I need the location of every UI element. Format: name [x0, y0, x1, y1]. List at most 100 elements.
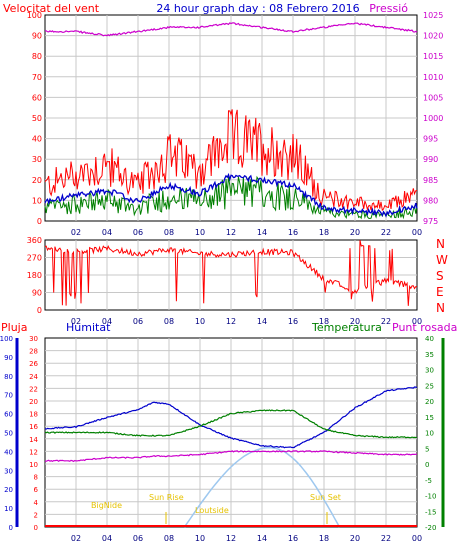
pressure-tick-label: 1005	[423, 93, 443, 102]
x-tick-label: 06	[133, 317, 143, 326]
rain-tick-label: 22	[29, 385, 38, 393]
x-tick-label: 16	[288, 317, 298, 326]
temperature-line	[44, 409, 418, 439]
x-tick-label: 00	[412, 317, 422, 326]
x-tick-label: 10	[195, 534, 205, 543]
rain-tick-label: 28	[29, 348, 38, 356]
x-tick-label: 16	[288, 228, 298, 237]
x-tick-label: 14	[257, 228, 267, 237]
pressure-tick-label: 985	[423, 176, 438, 185]
rain-tick-label: 10	[29, 461, 38, 469]
rain-tick-label: 14	[29, 436, 38, 444]
x-tick-label: 06	[133, 534, 143, 543]
rain-tick-label: 8	[34, 474, 38, 482]
temperature-tick-label: -5	[425, 477, 432, 485]
humidity-tick-label: 90	[4, 354, 13, 362]
x-tick-label: 12	[226, 317, 236, 326]
x-tick-label: 04	[102, 228, 112, 237]
solstice-annotation: Loutside	[195, 506, 229, 515]
wind-gust-line	[44, 109, 418, 212]
wind-direction-line	[44, 240, 418, 306]
x-tick-label: 12	[226, 534, 236, 543]
x-tick-label: 18	[319, 534, 329, 543]
pressure-tick-label: 1020	[423, 32, 443, 41]
compass-label: W	[436, 253, 448, 267]
humidity-tick-label: 50	[4, 430, 13, 438]
dewpoint-line	[44, 450, 418, 463]
rain-tick-label: 0	[34, 524, 38, 532]
humidity-line	[44, 386, 418, 449]
temperature-tick-label: -10	[425, 493, 436, 501]
humidity-label: Humitat	[66, 321, 111, 334]
pressure-tick-label: 1010	[423, 73, 443, 82]
rain-tick-label: 12	[29, 448, 38, 456]
temperature-tick-label: 10	[425, 430, 434, 438]
rain-tick-label: 6	[34, 486, 39, 494]
temperature-label: Temperatura	[311, 321, 382, 334]
pressure-line	[44, 22, 418, 37]
compass-label: N	[436, 301, 445, 315]
rain-label: Pluja	[1, 321, 27, 334]
x-tick-label: 02	[71, 317, 81, 326]
temperature-tick-label: -20	[425, 524, 436, 532]
x-tick-label: 20	[350, 534, 360, 543]
wind-tick-label: 100	[27, 11, 42, 20]
direction-tick-label: 270	[27, 254, 42, 263]
sunrise-annotation: Sun Rise	[149, 493, 184, 502]
x-tick-label: 20	[350, 317, 360, 326]
wind-average-line	[44, 172, 418, 218]
x-tick-label: 14	[257, 317, 267, 326]
x-tick-label: 18	[319, 228, 329, 237]
humidity-tick-label: 30	[4, 467, 13, 475]
x-tick-label: 12	[226, 228, 236, 237]
x-tick-label: 08	[164, 534, 174, 543]
x-tick-label: 10	[195, 228, 205, 237]
x-tick-label: 08	[164, 228, 174, 237]
wind-tick-label: 80	[32, 52, 42, 61]
direction-tick-label: 360	[27, 236, 42, 245]
x-tick-label: 18	[319, 317, 329, 326]
humidity-tick-label: 20	[4, 486, 13, 494]
x-tick-label: 04	[102, 534, 112, 543]
dewpoint-label: Punt rosada	[392, 321, 457, 334]
rain-tick-label: 26	[29, 360, 38, 368]
humidity-tick-label: 40	[4, 448, 13, 456]
wind-tick-label: 50	[32, 114, 42, 123]
temperature-tick-label: 30	[425, 367, 434, 375]
x-tick-label: 10	[195, 317, 205, 326]
wind-tick-label: 30	[32, 155, 42, 164]
temperature-tick-label: 0	[425, 461, 429, 469]
rain-tick-label: 30	[29, 335, 38, 343]
sunset-annotation: Sun Set	[310, 493, 341, 502]
x-tick-label: 04	[102, 317, 112, 326]
astronomy-annotation: BigNide	[91, 501, 122, 510]
rain-tick-label: 24	[29, 373, 38, 381]
pressure-tick-label: 995	[423, 135, 438, 144]
pressure-tick-label: 980	[423, 196, 438, 205]
direction-tick-label: 90	[32, 289, 42, 298]
temperature-tick-label: 25	[425, 382, 434, 390]
x-tick-label: 16	[288, 534, 298, 543]
wind-tick-label: 40	[32, 135, 42, 144]
wind-tick-label: 0	[37, 217, 42, 226]
wind-tick-label: 10	[32, 196, 42, 205]
compass-label: S	[436, 269, 444, 283]
x-tick-label: 00	[412, 534, 422, 543]
direction-tick-label: 0	[37, 306, 42, 315]
rain-tick-label: 16	[29, 423, 38, 431]
x-tick-label: 02	[71, 228, 81, 237]
temperature-tick-label: 35	[425, 351, 434, 359]
humidity-tick-label: 70	[4, 392, 13, 400]
temperature-tick-label: 5	[425, 445, 429, 453]
x-tick-label: 14	[257, 534, 267, 543]
wind-tick-label: 90	[32, 32, 42, 41]
x-tick-label: 02	[71, 534, 81, 543]
x-tick-label: 22	[381, 534, 391, 543]
temperature-tick-label: 15	[425, 414, 434, 422]
x-tick-label: 22	[381, 317, 391, 326]
temperature-tick-label: 20	[425, 398, 434, 406]
wind-tick-label: 60	[32, 93, 42, 102]
humidity-tick-label: 80	[4, 373, 13, 381]
humidity-tick-label: 10	[4, 505, 13, 513]
humidity-tick-label: 0	[9, 524, 13, 532]
